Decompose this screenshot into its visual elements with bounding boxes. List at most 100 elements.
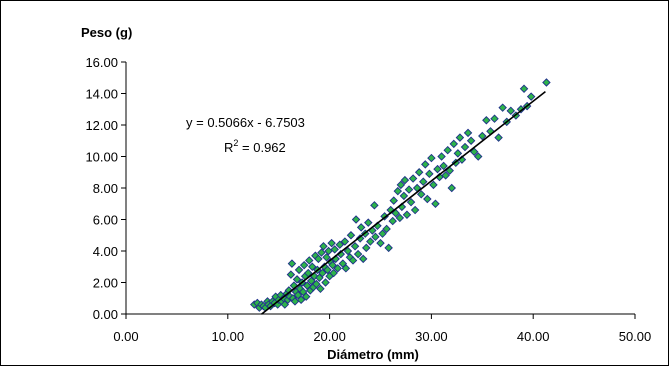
data-point bbox=[328, 260, 337, 270]
data-point bbox=[526, 92, 536, 101]
r-squared-superscript: 2 bbox=[233, 138, 238, 148]
data-point bbox=[327, 238, 336, 248]
data-point bbox=[371, 232, 380, 242]
data-point bbox=[482, 116, 491, 125]
data-point bbox=[447, 183, 456, 193]
data-point bbox=[301, 292, 311, 301]
data-point bbox=[429, 180, 438, 190]
data-point bbox=[463, 128, 473, 138]
data-point bbox=[305, 256, 314, 265]
y-tick-label: 4.00 bbox=[93, 244, 118, 259]
data-point bbox=[393, 186, 403, 196]
x-tick-label: 20.00 bbox=[313, 329, 346, 344]
data-point bbox=[431, 199, 440, 208]
data-point bbox=[460, 142, 470, 152]
data-point bbox=[378, 229, 387, 238]
data-point bbox=[437, 152, 446, 161]
data-point bbox=[362, 243, 371, 253]
data-point bbox=[423, 194, 432, 204]
y-axis-title: Peso (g) bbox=[81, 25, 132, 40]
data-point bbox=[473, 152, 483, 161]
data-point bbox=[425, 169, 434, 179]
data-point bbox=[364, 218, 373, 227]
data-point bbox=[449, 139, 459, 149]
data-point bbox=[319, 242, 328, 251]
data-point bbox=[453, 149, 463, 158]
data-point bbox=[355, 234, 365, 243]
data-point bbox=[316, 284, 325, 294]
data-point bbox=[419, 177, 428, 186]
data-point bbox=[314, 254, 323, 264]
x-tick-label: 10.00 bbox=[212, 329, 245, 344]
data-point bbox=[406, 197, 416, 207]
data-point bbox=[296, 295, 306, 305]
data-point bbox=[382, 224, 391, 234]
data-point bbox=[400, 175, 410, 185]
data-point bbox=[433, 164, 442, 174]
data-point bbox=[348, 256, 358, 265]
data-point bbox=[329, 268, 338, 278]
data-point bbox=[542, 78, 551, 87]
data-point bbox=[351, 215, 361, 224]
x-tick-label: 30.00 bbox=[415, 329, 448, 344]
y-tick-label: 14.00 bbox=[85, 87, 118, 102]
data-point bbox=[317, 248, 326, 257]
data-point bbox=[370, 201, 379, 210]
data-point bbox=[350, 242, 360, 251]
data-point bbox=[343, 246, 353, 256]
data-point bbox=[299, 260, 309, 270]
data-point bbox=[519, 84, 529, 94]
data-point bbox=[402, 210, 412, 220]
data-point bbox=[321, 278, 330, 287]
data-point bbox=[384, 243, 393, 253]
data-point bbox=[388, 216, 397, 226]
data-point bbox=[335, 240, 345, 249]
trendline-equation: y = 0.5066x - 6.7503 bbox=[186, 115, 305, 130]
trendline bbox=[260, 90, 546, 315]
data-point bbox=[494, 133, 503, 142]
data-point bbox=[389, 196, 398, 205]
data-point bbox=[292, 275, 302, 284]
data-point bbox=[312, 279, 321, 289]
data-point bbox=[478, 131, 487, 141]
data-point bbox=[506, 106, 516, 116]
y-tick-label: 16.00 bbox=[85, 55, 118, 70]
data-point bbox=[490, 114, 499, 123]
x-axis-title: Diámetro (mm) bbox=[327, 347, 419, 362]
y-tick-label: 0.00 bbox=[93, 307, 118, 322]
data-point bbox=[330, 245, 339, 254]
x-tick-label: 50.00 bbox=[619, 329, 652, 344]
data-point bbox=[439, 161, 448, 171]
data-point bbox=[324, 246, 333, 256]
data-point bbox=[346, 231, 356, 240]
data-point bbox=[421, 160, 430, 169]
data-point bbox=[455, 133, 465, 142]
data-point bbox=[441, 171, 450, 180]
data-point bbox=[469, 147, 479, 157]
data-point bbox=[466, 136, 476, 145]
data-point bbox=[333, 264, 342, 273]
data-point bbox=[294, 265, 304, 275]
data-point bbox=[399, 191, 409, 201]
plot-area: 0.00 2.00 4.00 6.00 8.00 10.00 12.00 14.00 16.00… bbox=[85, 55, 651, 344]
data-point bbox=[286, 270, 296, 279]
data-point bbox=[318, 268, 327, 278]
data-point bbox=[323, 265, 332, 275]
r-squared-value: = 0.962 bbox=[238, 140, 285, 155]
data-point bbox=[410, 205, 420, 215]
r-squared-prefix: R bbox=[224, 140, 233, 155]
x-tick-label: 0.00 bbox=[113, 329, 138, 344]
data-point bbox=[322, 253, 331, 262]
data-point bbox=[358, 254, 368, 264]
data-point bbox=[408, 174, 418, 183]
data-point bbox=[287, 259, 297, 268]
data-point bbox=[391, 208, 401, 218]
data-point bbox=[414, 168, 424, 177]
y-tick-label: 8.00 bbox=[93, 181, 118, 196]
data-point bbox=[498, 103, 507, 112]
data-point bbox=[416, 190, 426, 199]
x-tick-label: 40.00 bbox=[517, 329, 550, 344]
y-tick-label: 6.00 bbox=[93, 213, 118, 228]
data-point bbox=[353, 249, 363, 259]
